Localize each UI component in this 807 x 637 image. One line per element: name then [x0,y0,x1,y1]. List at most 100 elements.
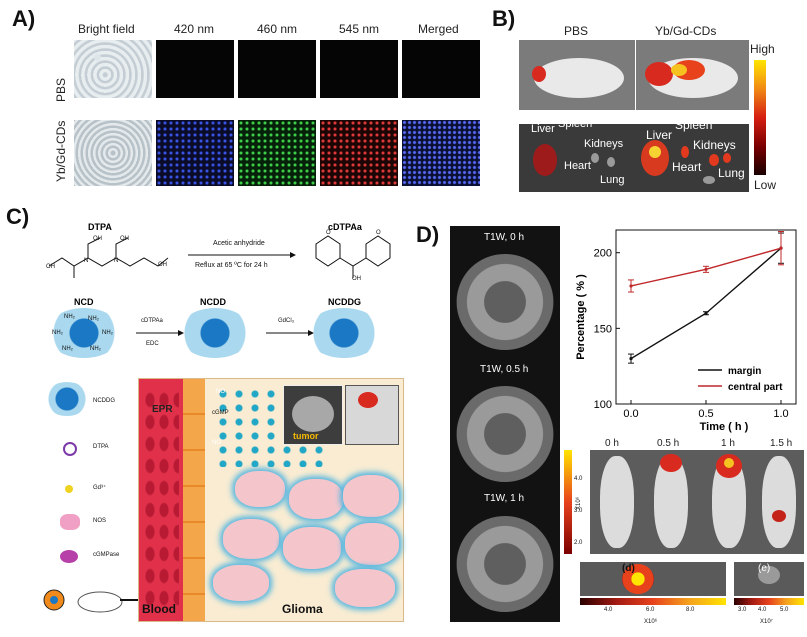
dtpa-structure [48,237,169,278]
panel-c-label: C) [6,204,30,229]
red-blood-cells [143,389,179,609]
legend-nos-icon [60,514,80,530]
y-axis-label: Percentage ( % ) [575,274,587,360]
fl-tick-2: 2.0 [574,540,583,546]
ncdd-title: NCDD [200,297,226,307]
series-line-margin [630,247,782,360]
brain-mri-shape [292,396,334,432]
glioma-cell [213,565,269,601]
glioma-cell [235,471,285,507]
fl-scale-unit: X10⁶ [576,496,582,510]
legend-label-central-part: central part [728,382,783,393]
cdtpaa-o-2: O [376,230,381,236]
endothelium [183,379,205,621]
organ-spleen-ybgd: Spleen [675,118,713,132]
data-point [704,311,708,315]
col-label-420nm: 420 nm [174,22,215,36]
col-label-545nm: 545 nm [339,22,380,36]
brightfield-pbs-image [74,40,152,98]
glioma-cell [223,519,279,559]
organ-colorbar-d [580,598,726,605]
data-point [779,246,783,250]
reagent-cdtpaa: cDTPAa [141,318,163,324]
epr-label: EPR [152,404,173,415]
fluor-545-ybgd-image [320,120,398,186]
ncd-nh2-1: NH₂ [64,314,75,320]
x-tick-label: 0.0 [623,408,638,420]
colorbar-high-label: High [750,42,775,56]
fl-time-0h: 0 h [605,438,619,449]
panel-a-label: A) [12,6,36,31]
organ-spleen-pbs: Spleen [558,118,593,130]
fluor-420-pbs-image [156,40,234,98]
row-label-pbs: PBS [54,77,68,102]
ncd-title: NCD [74,297,94,307]
tumor-signal [358,392,378,408]
reaction-arrow-2 [136,330,184,336]
mouse-0h [600,456,634,548]
cdtpaa-structure [315,235,391,278]
mri-image-column [450,226,560,622]
mri-label-1h: T1W, 1 h [484,493,525,504]
organ-strip-d [580,562,726,596]
fl-tick-4: 4.0 [574,476,583,482]
dtpa-oh-2: OH [93,236,102,242]
legend-dtpa-icon [63,442,77,456]
merged-ybgd-image [402,120,480,186]
glioma-cell [335,569,395,607]
organ-strip-e [734,562,804,596]
cgmp-label: cGMP [212,410,229,416]
percentage-line-chart: 100 150 200 0.0 0.5 1.0 Time ( h ) Percentage (… [575,229,797,433]
glioma-label: Glioma [282,602,323,616]
signal-05h [660,454,682,472]
ncddg-nanoparticle [306,308,382,358]
fluor-460-pbs-image [238,40,316,98]
glioma-cell [343,475,399,517]
fl-colorbar [564,450,572,554]
legend-gd-icon [65,485,73,493]
data-point [629,284,633,288]
ncd-nh2-6: NH₂ [90,346,101,352]
cdtpaa-o-1: O [326,230,331,236]
ncd-nh2-5: NH₂ [62,346,73,352]
ncdd-nanoparticle [178,308,252,358]
mri-slice-1h [456,516,554,612]
organ-kidneys-ybgd: Kidneys [693,138,736,152]
chart-plot-area [615,229,797,405]
organ-liver-pbs: Liver [531,123,555,135]
col-label-460nm: 460 nm [257,22,298,36]
no-label-2: NO [212,440,221,446]
organ-hotspot-d [622,564,654,594]
no-label: NO [216,389,225,395]
mouse-fluor-inset [345,385,399,445]
brightfield-ybgd-image [74,120,152,186]
organ-lung-ybgd: Lung [718,166,745,180]
organ-e-shape [758,566,780,584]
legend-ncddg-icon [44,382,90,416]
organ-kidneys-pbs: Kidneys [584,138,624,150]
organ-e-tick-5: 5.0 [780,607,789,613]
cdtpaa-title: cDTPAa [328,222,362,232]
glioma-cell [283,527,341,569]
mouse-15h [762,456,796,548]
merged-pbs-image [402,40,480,98]
reagent-edc: EDC [146,341,159,347]
fl-tick-3: 3.0 [574,508,583,514]
legend-cgmpase-label: cGMPase [93,552,120,558]
organ-e-tick-3: 3.0 [738,607,747,613]
reagent-acetic-anhydride: Acetic anhydride [213,240,265,247]
group-label-pbs: PBS [564,24,589,38]
y-tick-label: 100 [594,399,612,411]
fl-time-1h: 1 h [721,438,735,449]
x-tick-label: 0.5 [698,408,713,420]
invivo-imaging-figure [519,40,749,192]
mouse-injection-illustration [43,589,148,613]
dtpa-oh-3: OH [120,236,129,242]
data-point [629,357,633,361]
tumor-label: tumor [293,431,319,441]
reagent-gdcl3: GdCl₃ [278,318,295,324]
y-tick-label: 200 [594,248,612,260]
organ-tag-d: (d) [622,563,635,574]
organ-e-tick-4: 4.0 [758,607,767,613]
mri-label-05h: T1W, 0.5 h [480,364,529,375]
